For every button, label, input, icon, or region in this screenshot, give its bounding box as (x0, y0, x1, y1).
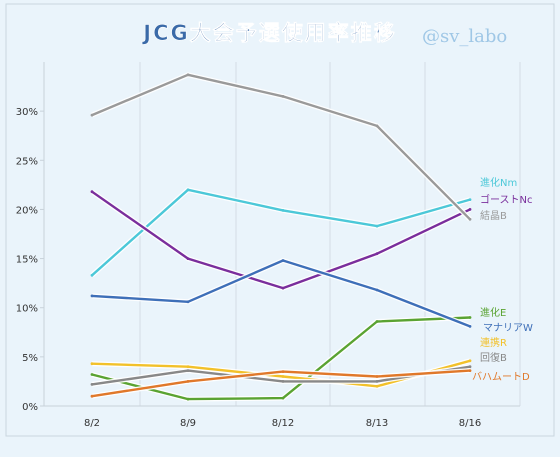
watermark-text: @sv_labo (422, 26, 507, 47)
data-point (375, 288, 379, 292)
series-label: マナリアW (483, 322, 533, 334)
data-point (90, 113, 94, 117)
data-point (468, 369, 472, 372)
data-point (281, 380, 285, 383)
series-lines (90, 72, 472, 402)
x-tick-label: 8/13 (366, 418, 388, 429)
data-point (375, 224, 379, 228)
y-tick-label: 5% (22, 353, 38, 364)
data-point (468, 217, 472, 221)
data-point (281, 375, 285, 378)
series-label: ゴーストNc (480, 193, 532, 206)
data-point (281, 259, 285, 262)
series-label: 結晶B (480, 209, 507, 222)
data-point (186, 397, 190, 401)
y-tick-label: 25% (16, 156, 38, 167)
series-label: 連携R (480, 336, 507, 349)
data-point (90, 294, 94, 298)
series-label: 進化E (480, 306, 506, 319)
x-tick-label: 8/12 (272, 418, 294, 429)
data-point (375, 380, 379, 383)
data-point (468, 198, 472, 202)
data-point (375, 252, 379, 256)
y-tick-label: 30% (16, 107, 38, 118)
chart-title: JCG大会予選使用率推移 (141, 21, 396, 45)
data-point (186, 300, 190, 304)
grid (139, 62, 521, 406)
data-point (281, 286, 285, 290)
data-point (186, 369, 190, 372)
data-point (90, 383, 94, 386)
data-point (186, 73, 190, 77)
data-point (186, 380, 190, 383)
data-point (468, 208, 472, 211)
series-label: バハムートD (472, 371, 530, 383)
data-point (375, 375, 379, 378)
y-tick-label: 20% (16, 205, 38, 216)
data-point (281, 209, 285, 212)
series-labels: 進化Nm ゴーストNc 結晶B 進化E マナリアW 連携R 回復B バハムートD (472, 176, 533, 383)
data-point (186, 188, 190, 192)
data-point (281, 370, 285, 373)
chart-frame (5, 3, 555, 437)
series-label: 進化Nm (480, 176, 517, 189)
data-point (90, 394, 94, 398)
axes: 0% 5% 10% 15% 20% 25% 30% 8/2 8/9 8/12 8/13 8/16 (16, 62, 520, 429)
x-tick-label: 8/2 (84, 418, 100, 429)
y-tick-label: 15% (16, 255, 38, 266)
data-point (281, 396, 285, 400)
data-point (468, 359, 472, 363)
data-point (468, 365, 472, 369)
y-tick-label: 0% (22, 402, 38, 413)
data-point (90, 190, 94, 194)
data-point (281, 95, 285, 98)
y-tick-label: 10% (16, 304, 38, 315)
data-point (90, 373, 94, 376)
data-point (186, 365, 190, 369)
x-tick-label: 8/16 (459, 418, 481, 429)
series-label: 回復B (480, 351, 507, 364)
data-point (468, 316, 472, 319)
x-tick-label: 8/9 (180, 418, 196, 429)
data-point (375, 124, 379, 128)
data-point (468, 325, 472, 328)
data-point (90, 362, 94, 366)
data-point (90, 273, 94, 277)
data-point (375, 320, 379, 323)
data-point (375, 384, 379, 388)
data-point (186, 257, 190, 260)
